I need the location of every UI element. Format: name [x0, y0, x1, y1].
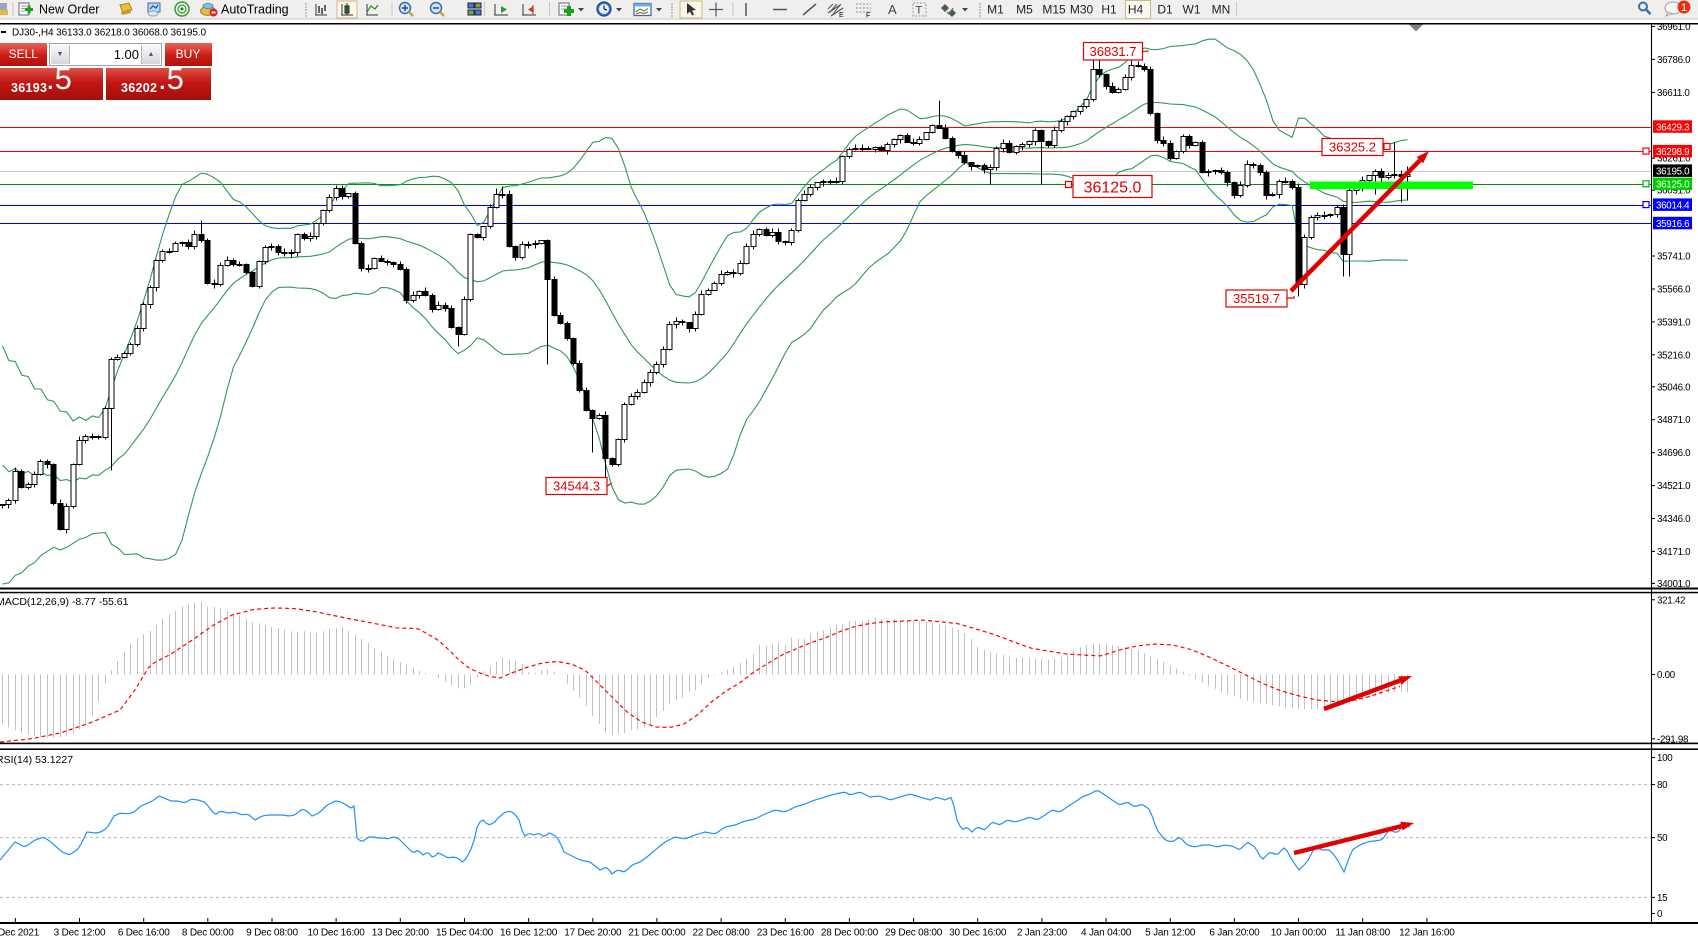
svg-text:36429.3: 36429.3 [1656, 122, 1690, 133]
svg-text:36325.2: 36325.2 [1329, 140, 1376, 155]
svg-text:T: T [916, 5, 923, 17]
svg-text:3 Dec 12:00: 3 Dec 12:00 [54, 928, 106, 939]
svg-text:34871.0: 34871.0 [1657, 415, 1691, 426]
svg-text:M1: M1 [987, 3, 1004, 17]
svg-text:M5: M5 [1016, 3, 1033, 17]
svg-text:36831.7: 36831.7 [1090, 44, 1137, 59]
svg-text:36195.0: 36195.0 [1656, 166, 1690, 177]
svg-text:36091.0: 36091.0 [1657, 186, 1691, 197]
svg-text:34696.0: 34696.0 [1657, 448, 1691, 459]
svg-text:H1: H1 [1101, 3, 1117, 17]
svg-text:5 Jan 12:00: 5 Jan 12:00 [1145, 928, 1196, 939]
svg-text:W1: W1 [1183, 3, 1201, 17]
svg-text:16 Dec 12:00: 16 Dec 12:00 [500, 928, 558, 939]
svg-text:0.00: 0.00 [1657, 670, 1676, 681]
svg-text:36014.4: 36014.4 [1656, 200, 1690, 211]
svg-text:RSI(14) 53.1227: RSI(14) 53.1227 [0, 754, 73, 766]
svg-text:6 Jan 20:00: 6 Jan 20:00 [1209, 928, 1260, 939]
svg-text:30 Dec 16:00: 30 Dec 16:00 [949, 928, 1007, 939]
svg-text:36261.0: 36261.0 [1657, 154, 1691, 165]
svg-text:35046.0: 35046.0 [1657, 382, 1691, 393]
svg-text:2 Dec 2021: 2 Dec 2021 [0, 928, 40, 939]
svg-text:34544.3: 34544.3 [553, 479, 600, 494]
svg-text:2 Jan 23:00: 2 Jan 23:00 [1017, 928, 1068, 939]
svg-text:10 Jan 00:00: 10 Jan 00:00 [1271, 928, 1327, 939]
svg-text:15 Dec 04:00: 15 Dec 04:00 [436, 928, 494, 939]
svg-text:35519.7: 35519.7 [1233, 291, 1280, 306]
svg-text:A: A [888, 2, 897, 17]
svg-text:34001.0: 34001.0 [1657, 579, 1691, 590]
svg-text:New Order: New Order [39, 3, 99, 17]
svg-text:12 Jan 16:00: 12 Jan 16:00 [1399, 928, 1455, 939]
svg-text:8 Dec 00:00: 8 Dec 00:00 [182, 928, 234, 939]
svg-text:6 Dec 16:00: 6 Dec 16:00 [118, 928, 170, 939]
svg-text:35216.0: 35216.0 [1657, 350, 1691, 361]
svg-text:34346.0: 34346.0 [1657, 514, 1691, 525]
svg-text:36786.0: 36786.0 [1657, 55, 1691, 66]
svg-text:29 Dec 08:00: 29 Dec 08:00 [885, 928, 943, 939]
svg-text:22 Dec 08:00: 22 Dec 08:00 [693, 928, 751, 939]
svg-text:10 Dec 16:00: 10 Dec 16:00 [308, 928, 366, 939]
svg-text:80: 80 [1657, 780, 1668, 791]
svg-text:H4: H4 [1128, 3, 1144, 17]
svg-text:13 Dec 20:00: 13 Dec 20:00 [372, 928, 430, 939]
svg-text:F: F [866, 13, 870, 20]
svg-text:M30: M30 [1070, 3, 1094, 17]
svg-text:E: E [839, 12, 844, 19]
svg-text:M15: M15 [1042, 3, 1066, 17]
svg-text:4 Jan 04:00: 4 Jan 04:00 [1081, 928, 1132, 939]
svg-text:DJ30-,H4 36133.0 36218.0 3606: DJ30-,H4 36133.0 36218.0 36068.0 36195.0 [12, 28, 206, 39]
svg-text:34171.0: 34171.0 [1657, 547, 1691, 558]
svg-text:23 Dec 16:00: 23 Dec 16:00 [757, 928, 815, 939]
svg-text:28 Dec 00:00: 28 Dec 00:00 [821, 928, 879, 939]
svg-text:11 Jan 08:00: 11 Jan 08:00 [1335, 928, 1390, 939]
svg-text:36125.0: 36125.0 [1656, 180, 1690, 191]
svg-text:36961.0: 36961.0 [1657, 22, 1691, 33]
svg-text:-291.98: -291.98 [1657, 734, 1689, 745]
svg-text:MN: MN [1212, 3, 1231, 17]
svg-text:15: 15 [1657, 893, 1668, 904]
svg-text:35916.6: 35916.6 [1656, 219, 1690, 230]
svg-text:321.42: 321.42 [1657, 595, 1685, 606]
svg-text:9 Dec 08:00: 9 Dec 08:00 [246, 928, 298, 939]
svg-text:36298.9: 36298.9 [1656, 147, 1689, 158]
svg-text:1: 1 [1681, 2, 1687, 14]
svg-text:0: 0 [1657, 909, 1663, 920]
svg-text:D1: D1 [1157, 3, 1173, 17]
svg-text:21 Dec 00:00: 21 Dec 00:00 [628, 928, 686, 939]
svg-text:36611.0: 36611.0 [1657, 88, 1690, 99]
svg-text:36125.0: 36125.0 [1084, 179, 1142, 196]
svg-text:MACD(12,26,9) -8.77 -55.61: MACD(12,26,9) -8.77 -55.61 [0, 596, 129, 608]
svg-text:35391.0: 35391.0 [1657, 317, 1691, 328]
svg-text:100: 100 [1657, 753, 1673, 764]
svg-text:34521.0: 34521.0 [1657, 481, 1691, 492]
svg-text:AutoTrading: AutoTrading [221, 3, 289, 17]
svg-text:35566.0: 35566.0 [1657, 285, 1691, 296]
svg-text:50: 50 [1657, 833, 1668, 844]
svg-text:35741.0: 35741.0 [1657, 252, 1691, 263]
svg-text:17 Dec 20:00: 17 Dec 20:00 [564, 928, 622, 939]
